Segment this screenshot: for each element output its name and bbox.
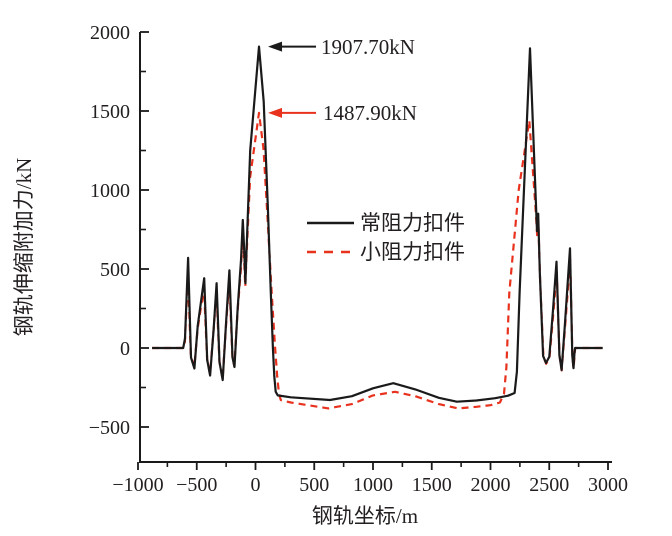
y-tick-label: 500 <box>100 259 130 281</box>
y-tick-label: 1000 <box>90 180 130 202</box>
x-axis-title: 钢轨坐标/m <box>312 504 418 528</box>
x-tick-label: 2500 <box>529 474 569 496</box>
legend-label-normal-resistance: 常阻力扣件 <box>360 211 465 235</box>
axes <box>137 31 612 470</box>
legend-lines <box>307 221 354 254</box>
axis-frame <box>139 32 612 463</box>
tick-labels: −1000 −500 0 500 1000 1500 2000 2500 3000 2000 150… <box>89 22 628 496</box>
curve-normal-resistance <box>152 45 603 403</box>
annotation-peak-small-resistance: 1487.90kN <box>323 101 417 125</box>
annotation-arrowhead-0 <box>268 41 283 52</box>
x-tick-label: 1500 <box>412 474 452 496</box>
legend-label-small-resistance: 小阻力扣件 <box>360 240 465 264</box>
x-tick-label: 500 <box>299 474 329 496</box>
y-axis-title: 钢轨伸缩附加力/kN <box>12 158 36 337</box>
y-tick-label: −500 <box>89 417 130 439</box>
annotation-arrows <box>268 41 317 118</box>
x-tick-label: −1000 <box>112 474 163 496</box>
y-tick-label: 2000 <box>90 22 130 44</box>
x-tick-label: 2000 <box>471 474 511 496</box>
y-tick-label: 1500 <box>90 101 130 123</box>
y-tick-label: 0 <box>120 338 130 360</box>
x-tick-label: 0 <box>251 474 261 496</box>
annotation-peak-normal-resistance: 1907.70kN <box>321 35 415 59</box>
annotation-arrowhead-1 <box>268 107 283 118</box>
data-series <box>152 45 603 410</box>
x-tick-label: 3000 <box>588 474 628 496</box>
x-tick-label: −500 <box>176 474 217 496</box>
x-tick-label: 1000 <box>353 474 393 496</box>
